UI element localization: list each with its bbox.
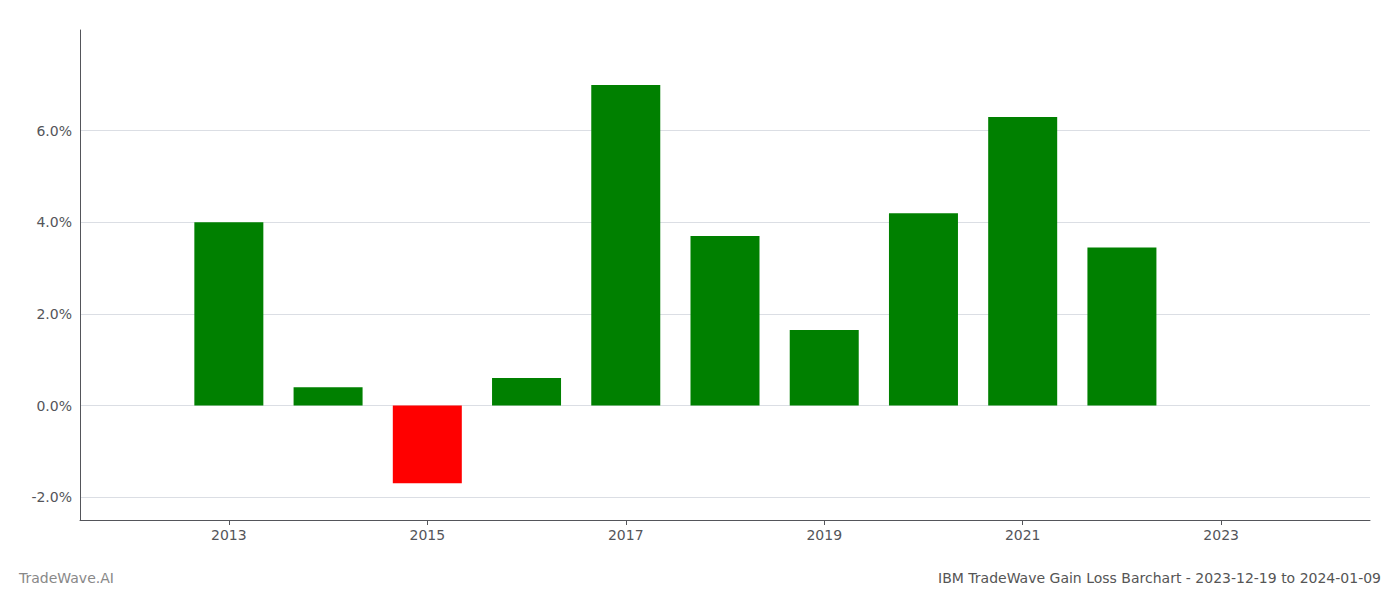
- svg-text:-2.0%: -2.0%: [31, 489, 72, 505]
- svg-text:2021: 2021: [1005, 527, 1041, 543]
- svg-text:2013: 2013: [211, 527, 247, 543]
- svg-text:2017: 2017: [608, 527, 644, 543]
- svg-text:2.0%: 2.0%: [36, 306, 72, 322]
- svg-text:TradeWave.AI: TradeWave.AI: [18, 570, 114, 586]
- svg-text:IBM TradeWave Gain Loss Barcha: IBM TradeWave Gain Loss Barchart - 2023-…: [938, 570, 1381, 586]
- svg-text:2019: 2019: [806, 527, 842, 543]
- svg-text:6.0%: 6.0%: [36, 123, 72, 139]
- svg-text:4.0%: 4.0%: [36, 214, 72, 230]
- svg-text:0.0%: 0.0%: [36, 398, 72, 414]
- svg-text:2023: 2023: [1203, 527, 1239, 543]
- svg-text:2015: 2015: [409, 527, 445, 543]
